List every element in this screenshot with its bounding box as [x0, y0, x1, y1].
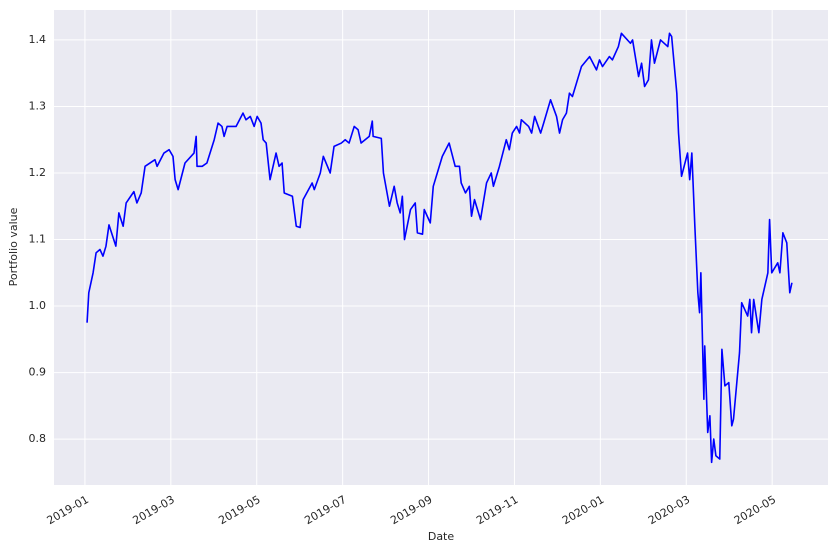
- x-tick-label: 2019-03: [131, 493, 177, 527]
- y-tick-label: 0.8: [29, 432, 47, 445]
- plot-area: [54, 10, 828, 485]
- x-tick-label: 2020-05: [732, 493, 778, 527]
- x-tick-label: 2020-03: [646, 493, 692, 527]
- x-tick-label: 2019-05: [216, 493, 262, 527]
- x-tick-label: 2019-11: [474, 493, 520, 527]
- data-line: [86, 32, 793, 464]
- y-axis-label: Portfolio value: [7, 207, 20, 286]
- x-tick-label: 2019-09: [388, 493, 434, 527]
- y-tick-label: 0.9: [29, 366, 47, 379]
- y-tick-label: 1.3: [29, 99, 47, 112]
- x-tick-label: 2020-01: [560, 493, 606, 527]
- y-tick-label: 1.1: [29, 233, 47, 246]
- y-tick-label: 1.2: [29, 166, 47, 179]
- y-tick-label: 1.4: [29, 33, 47, 46]
- x-tick-label: 2019-01: [45, 493, 91, 527]
- y-tick-label: 1.0: [29, 299, 47, 312]
- x-tick-label: 2019-07: [302, 493, 348, 527]
- x-axis-label: Date: [428, 530, 455, 543]
